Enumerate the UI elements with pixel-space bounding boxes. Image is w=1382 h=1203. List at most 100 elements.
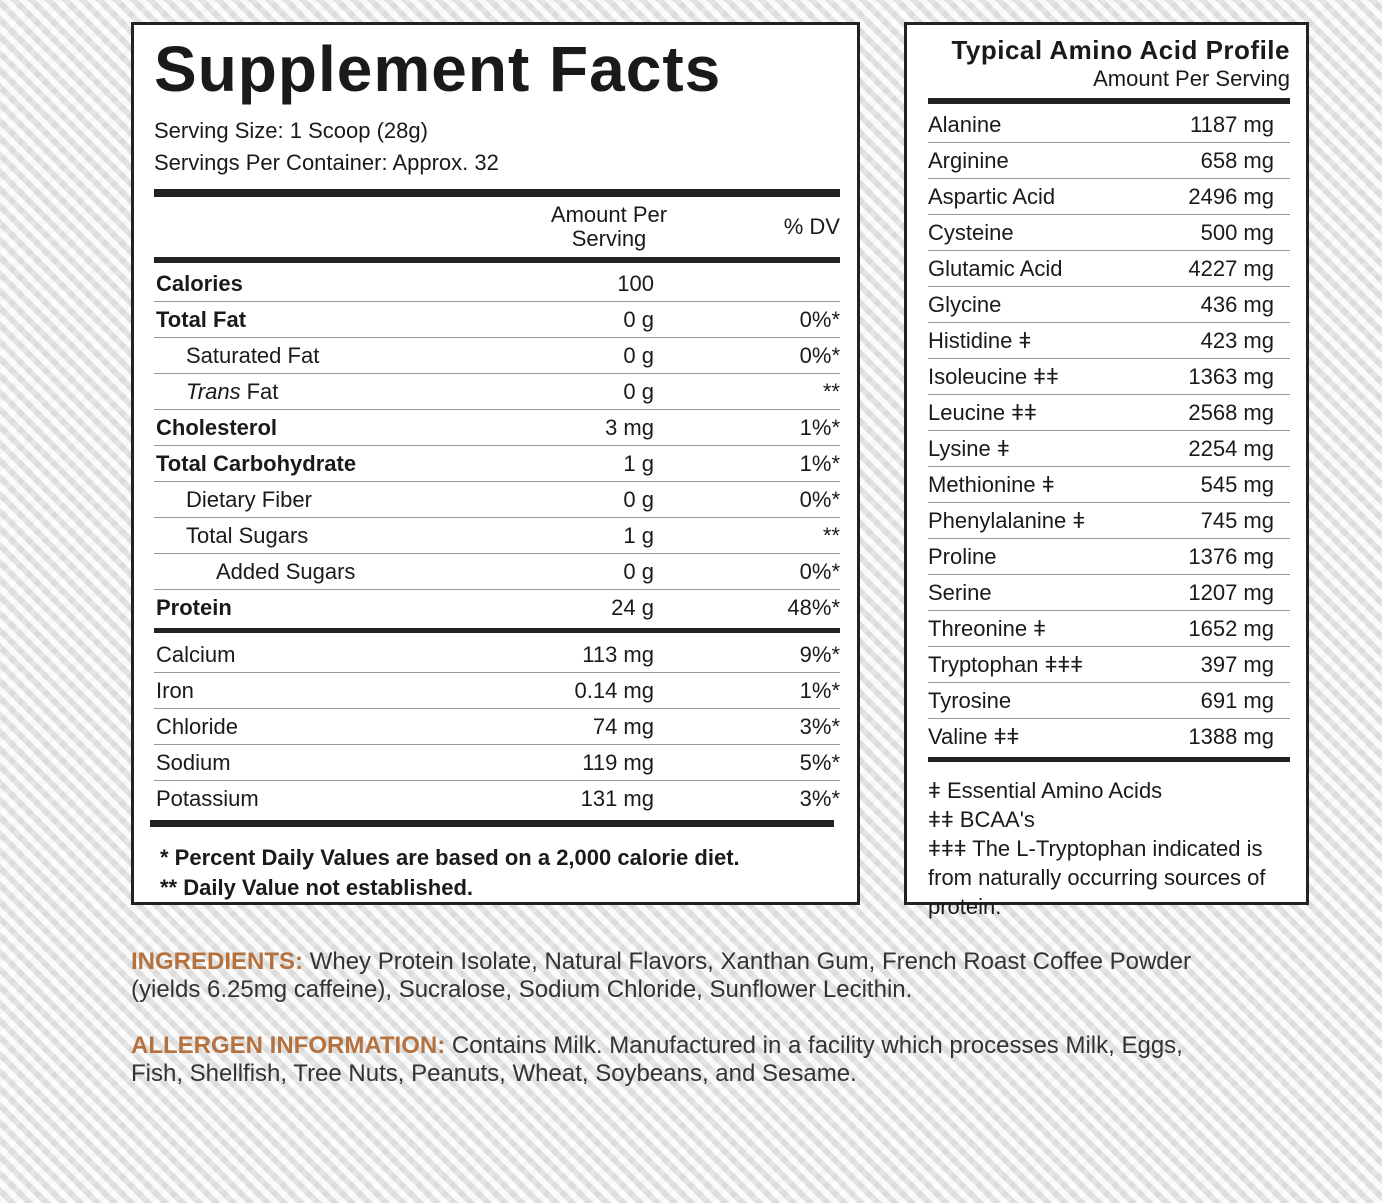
amino-acid-name: Tryptophan ǂǂǂ [928, 651, 1084, 677]
amino-acid-row: Aspartic Acid 2496 mg [928, 178, 1290, 214]
footnote: ǂǂ BCAA's [928, 807, 1035, 832]
panel-title: Supplement Facts [154, 33, 722, 105]
amino-acid-name: Glutamic Acid [928, 255, 1063, 281]
nutrient-amount: 0 g [623, 306, 654, 332]
nutrient-name: Potassium [156, 785, 259, 811]
nutrient-dv: 1%* [799, 677, 840, 703]
amino-acid-amount: 545 mg [1200, 471, 1274, 497]
rule [928, 757, 1290, 762]
amino-acid-row: Histidine ǂ 423 mg [928, 322, 1290, 358]
nutrient-dv: 3%* [799, 713, 840, 739]
amino-acid-amount: 397 mg [1200, 651, 1274, 677]
amino-acid-row: Glycine 436 mg [928, 286, 1290, 322]
nutrient-name: Calcium [156, 641, 236, 667]
nutrient-amount: 0 g [623, 486, 654, 512]
amino-acid-amount: 1388 mg [1188, 723, 1274, 749]
nutrient-name: Dietary Fiber [186, 486, 312, 512]
rule [154, 628, 840, 633]
amino-acid-row: Tryptophan ǂǂǂ 397 mg [928, 646, 1290, 682]
allergen-text: Contains Milk. Manufactured in a facilit… [131, 1032, 1183, 1087]
footnote: * Percent Daily Values are based on a 2,… [160, 845, 740, 870]
amino-acid-amount: 1363 mg [1188, 363, 1274, 389]
nutrient-name: Trans Fat [154, 379, 464, 405]
footnote: ǂǂǂ The L-Tryptophan indicated is from n… [928, 836, 1266, 919]
nutrient-row: Total Fat 0 g 0%* [154, 301, 840, 337]
amino-acid-amount: 658 mg [1200, 147, 1274, 173]
nutrient-name: Protein [156, 594, 232, 620]
amino-acid-row: Leucine ǂǂ 2568 mg [928, 394, 1290, 430]
amino-acid-amount: 423 mg [1200, 327, 1274, 353]
nutrient-dv: 5%* [799, 749, 840, 775]
nutrient-name: Iron [156, 677, 194, 703]
panel-subtitle: Amount Per Serving [1093, 66, 1290, 91]
rule [928, 98, 1290, 104]
footnotes: * Percent Daily Values are based on a 2,… [154, 843, 840, 903]
amino-acid-row: Lysine ǂ 2254 mg [928, 430, 1290, 466]
nutrient-amount: 119 mg [582, 749, 654, 775]
nutrient-dv: 0%* [799, 486, 840, 512]
nutrient-amount: 1 g [623, 522, 654, 548]
amino-acid-amount: 745 mg [1200, 507, 1274, 533]
nutrient-dv: 1%* [799, 414, 840, 440]
amino-acid-name: Threonine ǂ [928, 615, 1047, 641]
dv-header: % DV [783, 214, 840, 239]
serving-size: Serving Size: 1 Scoop (28g) [154, 118, 428, 143]
nutrient-row: Chloride 74 mg 3%* [154, 708, 840, 744]
nutrient-name: Chloride [156, 713, 238, 739]
amino-acid-row: Methionine ǂ 545 mg [928, 466, 1290, 502]
nutrient-dv: 9%* [799, 641, 840, 667]
amino-acid-amount: 500 mg [1200, 219, 1274, 245]
amino-acid-name: Histidine ǂ [928, 327, 1032, 353]
amino-acid-amount: 2496 mg [1188, 183, 1274, 209]
nutrient-row: Added Sugars 0 g 0%* [154, 553, 840, 589]
amino-acid-row: Isoleucine ǂǂ 1363 mg [928, 358, 1290, 394]
nutrient-row: Cholesterol 3 mg 1%* [154, 409, 840, 445]
amino-acid-name: Tyrosine [928, 687, 1012, 713]
nutrient-row: Total Carbohydrate 1 g 1%* [154, 445, 840, 481]
nutrient-name-text: Fat [246, 378, 279, 404]
allergen-label: ALLERGEN INFORMATION: [131, 1032, 446, 1059]
nutrient-dv: 3%* [799, 785, 840, 811]
amino-acid-name: Alanine [928, 111, 1002, 137]
panel-title: Typical Amino Acid Profile [951, 35, 1290, 65]
nutrient-amount: 113 mg [582, 641, 654, 667]
amino-acid-name: Methionine ǂ [928, 471, 1055, 497]
amino-acid-row: Tyrosine 691 mg [928, 682, 1290, 718]
supplement-facts-panel: Supplement Facts Serving Size: 1 Scoop (… [131, 22, 860, 905]
amino-acid-name: Leucine ǂǂ [928, 399, 1037, 425]
ingredients-text: Whey Protein Isolate, Natural Flavors, X… [131, 948, 1191, 1003]
amino-acid-list: Alanine 1187 mg Arginine 658 mg Aspartic Aci… [928, 104, 1290, 754]
amino-acid-amount: 691 mg [1200, 687, 1274, 713]
nutrient-amount: 24 g [611, 594, 654, 620]
rule [154, 257, 840, 263]
nutrient-name: Sodium [156, 749, 231, 775]
rule [154, 189, 840, 197]
amino-acid-row: Threonine ǂ 1652 mg [928, 610, 1290, 646]
amino-acid-name: Glycine [928, 291, 1002, 317]
amino-acid-row: Alanine 1187 mg [928, 107, 1290, 142]
nutrient-amount: 100 [617, 270, 654, 296]
rule [150, 820, 834, 827]
amino-acid-row: Arginine 658 mg [928, 142, 1290, 178]
amino-acid-name: Arginine [928, 147, 1009, 173]
amino-acid-name: Isoleucine ǂǂ [928, 363, 1059, 389]
nutrient-name: Total Carbohydrate [156, 450, 357, 476]
amino-acid-row: Serine 1207 mg [928, 574, 1290, 610]
amino-acid-row: Glutamic Acid 4227 mg [928, 250, 1290, 286]
nutrient-dv: 0%* [799, 342, 840, 368]
nutrient-row: Potassium 131 mg 3%* [154, 780, 840, 816]
nutrient-row: Iron 0.14 mg 1%* [154, 672, 840, 708]
nutrient-amount: 0.14 mg [574, 677, 655, 703]
nutrient-row: Calories 100 [154, 266, 840, 301]
nutrient-dv: 0%* [799, 306, 840, 332]
nutrient-name: Saturated Fat [186, 342, 320, 368]
amino-acid-name: Aspartic Acid [928, 183, 1056, 209]
nutrient-amount: 0 g [623, 558, 654, 584]
amino-acid-name: Cysteine [928, 219, 1014, 245]
amino-acid-row: Valine ǂǂ 1388 mg [928, 718, 1290, 754]
amino-acid-amount: 436 mg [1200, 291, 1274, 317]
nutrient-dv: ** [822, 522, 840, 548]
amino-acid-amount: 2254 mg [1188, 435, 1274, 461]
nutrient-dv: 1%* [799, 450, 840, 476]
